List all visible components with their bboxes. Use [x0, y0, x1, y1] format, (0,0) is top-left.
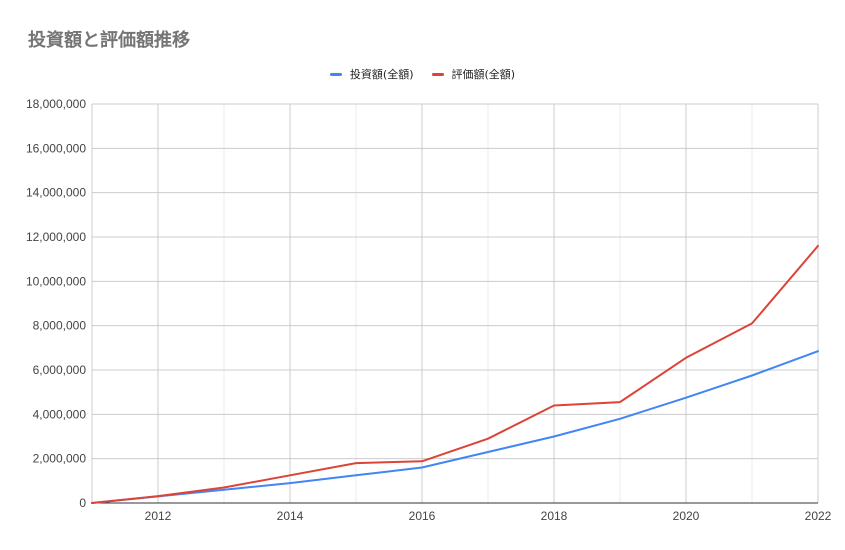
y-tick-label: 6,000,000: [33, 363, 87, 377]
y-tick-label: 16,000,000: [26, 141, 86, 155]
legend-item-valuation[interactable]: 評価額(全額): [431, 66, 516, 82]
x-tick-label: 2014: [277, 509, 304, 523]
x-tick-label: 2020: [673, 509, 700, 523]
x-tick-label: 2018: [541, 509, 568, 523]
legend-label-valuation: 評価額(全額): [451, 68, 516, 81]
y-tick-label: 4,000,000: [33, 407, 87, 421]
legend-swatch-valuation: [431, 72, 444, 76]
legend: 投資額(全額) 評価額(全額): [0, 66, 845, 82]
y-tick-label: 14,000,000: [26, 186, 86, 200]
y-tick-label: 2,000,000: [33, 452, 87, 466]
y-tick-label: 10,000,000: [26, 274, 86, 288]
chart-title: 投資額と評価額推移: [28, 30, 190, 51]
x-tick-label: 2012: [145, 509, 172, 523]
series-line-valuation: [91, 244, 819, 504]
series-line-investment: [91, 350, 819, 504]
legend-swatch-investment: [329, 72, 342, 76]
legend-label-investment: 投資額(全額): [349, 68, 414, 81]
y-tick-label: 0: [79, 496, 86, 510]
y-tick-label: 12,000,000: [26, 230, 86, 244]
y-tick-label: 18,000,000: [26, 97, 86, 111]
y-tick-label: 8,000,000: [33, 319, 87, 333]
x-tick-label: 2022: [805, 509, 832, 523]
legend-item-investment[interactable]: 投資額(全額): [329, 66, 414, 82]
x-tick-label: 2016: [409, 509, 436, 523]
